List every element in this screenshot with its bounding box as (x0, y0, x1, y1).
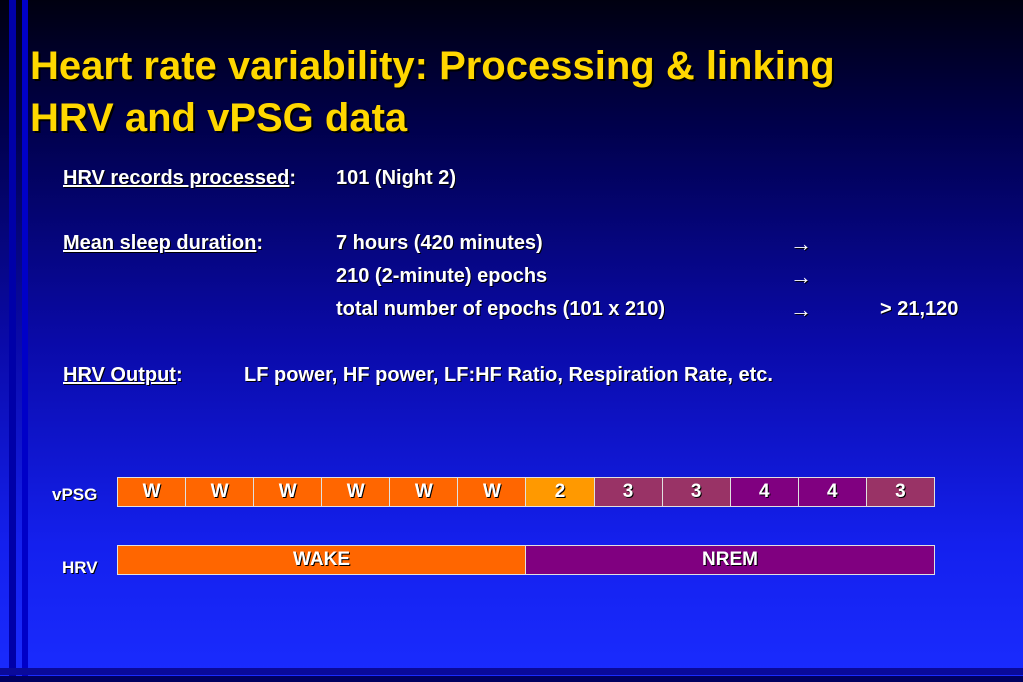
total-epochs-result: > 21,120 (880, 298, 959, 320)
vpsg-epoch-cell: W (322, 478, 391, 506)
hrv-output-value: LF power, HF power, LF:HF Ratio, Respira… (244, 364, 773, 386)
hrv-wake-segment: WAKE (118, 546, 526, 574)
hrv-stage-bar: WAKE NREM (117, 545, 935, 575)
records-processed-label: HRV records processed (63, 167, 290, 189)
vpsg-epoch-cell: 3 (866, 478, 934, 506)
records-processed-value: 101 (Night 2) (336, 167, 457, 189)
vpsg-epoch-cell: W (186, 478, 255, 506)
sleep-duration-line: Mean sleep duration: (63, 232, 263, 255)
decorative-horizontal-bar (0, 676, 1023, 682)
hrv-output-colon: : (175, 364, 183, 386)
hrv-output-line: HRV Output: (63, 364, 183, 387)
vpsg-epoch-cell: W (458, 478, 527, 506)
hrv-nrem-segment: NREM (526, 546, 934, 574)
decorative-vertical-bar (22, 0, 28, 682)
hrv-row-label: HRV (62, 558, 98, 577)
sleep-line-1-text: 7 hours (420 minutes) (336, 232, 543, 254)
right-arrow-icon: → (790, 264, 812, 289)
records-processed-line: HRV records processed: (63, 167, 296, 190)
vpsg-epoch-cell: W (118, 478, 187, 506)
sleep-duration-label: Mean sleep duration (63, 232, 257, 254)
right-arrow-icon: → (790, 297, 812, 322)
vpsg-epoch-cell: 4 (730, 478, 799, 506)
slide-title: Heart rate variability: Processing & lin… (30, 40, 1010, 144)
slide-title-line1: Heart rate variability: Processing & lin… (30, 44, 835, 88)
vpsg-epoch-cell: 2 (526, 478, 595, 506)
decorative-horizontal-bar (0, 668, 1023, 675)
hrv-output-label: HRV Output (63, 364, 176, 386)
vpsg-epoch-cell: 4 (798, 478, 867, 506)
vpsg-epoch-cell: 3 (594, 478, 663, 506)
sleep-line-3-text: total number of epochs (101 x 210) (336, 298, 665, 320)
vpsg-row-label: vPSG (52, 485, 98, 504)
vpsg-epoch-cell: W (254, 478, 323, 506)
records-processed-colon: : (289, 167, 297, 189)
right-arrow-icon: → (790, 231, 812, 256)
sleep-duration-colon: : (256, 232, 264, 254)
vpsg-epoch-cell: 3 (662, 478, 731, 506)
decorative-vertical-bar (9, 0, 16, 682)
slide-title-line2: HRV and vPSG data (30, 96, 408, 140)
vpsg-epoch-cell: W (390, 478, 459, 506)
sleep-line-2-text: 210 (2-minute) epochs (336, 265, 548, 287)
